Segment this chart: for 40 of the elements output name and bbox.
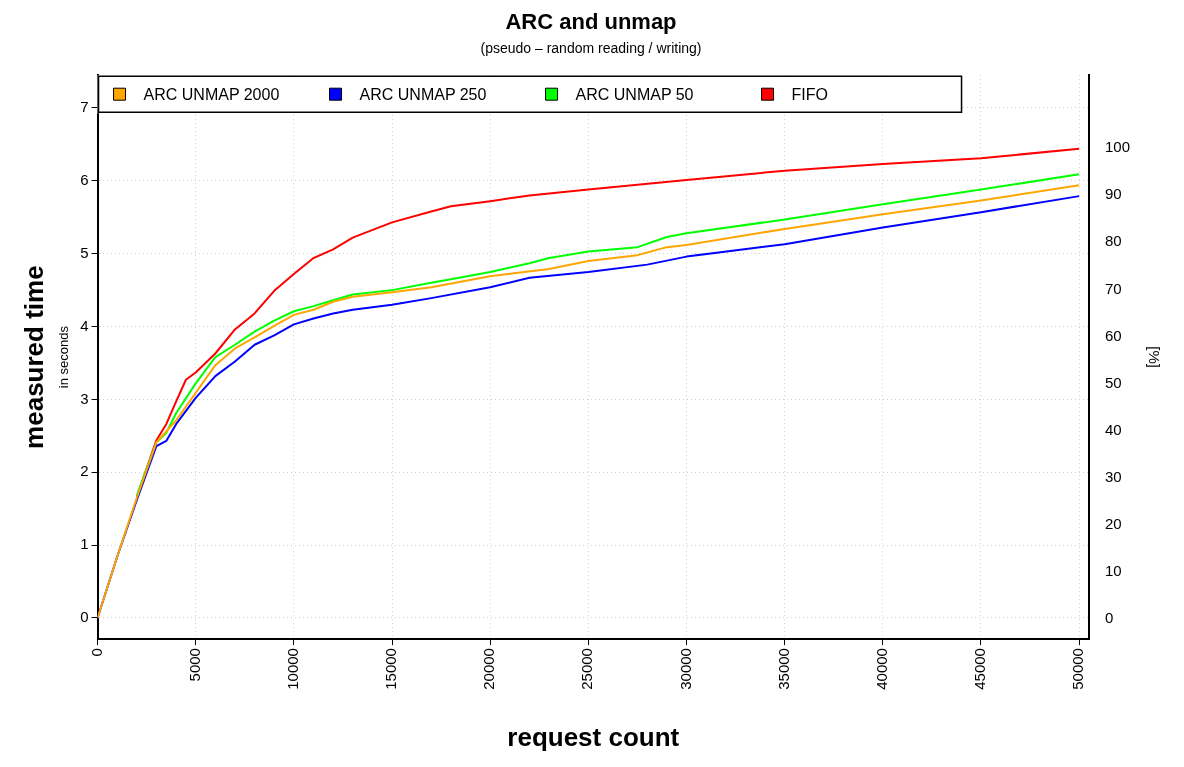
y2-tick-label: 100: [1104, 138, 1130, 156]
y-tick-label: 4: [80, 316, 89, 334]
y-tick-label: 7: [80, 98, 89, 116]
x-tick-label: 10000: [284, 648, 302, 690]
legend-label: ARC UNMAP 250: [359, 85, 487, 103]
x-tick-label: 35000: [774, 648, 792, 690]
x-tick-label: 25000: [578, 648, 596, 690]
x-tick-label: 30000: [676, 648, 694, 690]
chart-subtitle: (pseudo – random reading / writing): [480, 39, 702, 56]
y2-tick-label: 60: [1104, 326, 1122, 344]
y-tick-label: 0: [80, 608, 89, 626]
x-tick-label: 40000: [872, 648, 890, 690]
y-axis-title: measured time: [18, 265, 49, 449]
legend-label: ARC UNMAP 50: [575, 85, 694, 103]
y2-axis-title: [%]: [1145, 346, 1163, 368]
y-tick-label: 1: [80, 535, 89, 553]
y2-tick-label: 90: [1104, 185, 1122, 203]
y-tick-label: 6: [80, 170, 89, 188]
chart-title: ARC and unmap: [505, 9, 677, 35]
y2-tick-label: 30: [1104, 467, 1122, 485]
x-tick-label: 45000: [971, 648, 989, 690]
text: in seconds: [55, 325, 71, 389]
y2-tick-label: 70: [1104, 279, 1122, 297]
y2-tick-label: 40: [1104, 420, 1122, 438]
legend-label: ARC UNMAP 2000: [143, 85, 280, 103]
y-tick-label: 2: [80, 462, 89, 480]
x-tick-label: 50000: [1069, 648, 1087, 690]
y2-tick-label: 0: [1104, 608, 1114, 626]
legend-label: FIFO: [791, 85, 828, 103]
y-tick-label: 3: [80, 389, 89, 407]
y2-tick-label: 80: [1104, 232, 1122, 250]
y2-tick-label: 20: [1104, 514, 1122, 532]
y2-tick-label: 50: [1104, 373, 1122, 391]
y2-tick-label: 10: [1104, 561, 1122, 579]
x-axis-title: request count: [507, 721, 680, 752]
y-tick-label: 5: [80, 243, 89, 261]
x-tick-label: 15000: [382, 648, 400, 690]
x-tick-label: 0: [87, 648, 105, 657]
x-tick-label: 5000: [185, 648, 203, 682]
x-tick-label: 20000: [480, 648, 498, 690]
